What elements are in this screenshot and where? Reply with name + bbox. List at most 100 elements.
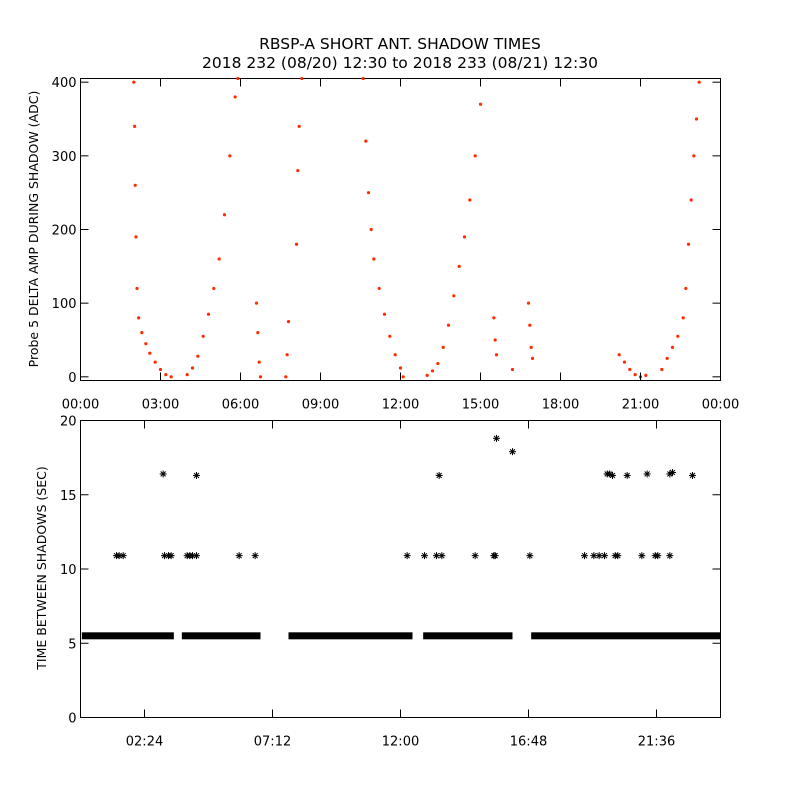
amp-points (132, 76, 701, 379)
amp-point (478, 102, 483, 106)
amp-point (217, 257, 221, 261)
amp-point (526, 301, 531, 305)
interval-point (189, 552, 196, 560)
amp-point (132, 80, 136, 84)
interval-panel: 02:24 07:12 12:00 16:48 21:36 0 5 10 15 20 TIME B… (34, 415, 721, 750)
amp-point (530, 356, 535, 361)
amp-point (364, 139, 368, 143)
amp-point (257, 360, 261, 364)
baseline-band (81, 632, 174, 640)
amp-point (686, 242, 691, 246)
amp-point (681, 316, 685, 320)
amp-point (676, 334, 680, 338)
amp-point (140, 331, 144, 335)
y-tick-label: 0 (68, 712, 76, 727)
amp-point (285, 353, 289, 357)
amp-point (393, 353, 397, 357)
x-tick-label: 07:12 (254, 735, 291, 750)
amp-point (528, 323, 532, 327)
amp-point (196, 354, 200, 358)
amp-point (206, 312, 211, 316)
interval-plot-frame (80, 420, 721, 718)
interval-point (159, 470, 167, 478)
interval-point (666, 552, 674, 560)
amp-ticks: 00:00 03:00 06:00 09:00 12:00 15:00 18:00 21:00… (52, 76, 740, 412)
amp-point (510, 367, 515, 372)
amp-point (617, 353, 621, 357)
baseline-band (423, 632, 513, 640)
amp-point (462, 235, 467, 239)
amp-point (684, 286, 688, 291)
interval-point (193, 552, 200, 560)
amp-point (144, 342, 148, 346)
y-tick-label: 20 (60, 415, 77, 430)
x-tick-label: 02:24 (126, 735, 163, 750)
amp-point (644, 373, 648, 377)
interval-point (421, 552, 428, 560)
amp-point (377, 286, 381, 291)
interval-point (526, 552, 534, 560)
amp-point (135, 286, 139, 291)
x-tick-label: 16:48 (510, 735, 547, 750)
interval-point (435, 471, 443, 479)
interval-point (251, 552, 259, 560)
amp-point (436, 361, 440, 366)
y-tick-label: 5 (68, 637, 76, 652)
amp-point (201, 334, 205, 338)
amp-point (284, 375, 288, 379)
interval-point (669, 468, 676, 476)
y-tick-label: 10 (60, 563, 77, 578)
amp-point (493, 338, 497, 342)
amp-point (256, 331, 260, 335)
y-tick-label: 400 (52, 76, 77, 91)
amp-point (190, 366, 195, 370)
x-tick-label: 15:00 (462, 398, 499, 413)
interval-point (509, 448, 516, 456)
amp-point (660, 367, 664, 372)
amp-point (158, 367, 163, 372)
x-tick-label: 03:00 (142, 398, 179, 413)
amp-point (228, 154, 232, 158)
amp-point (286, 319, 291, 324)
amp-point (153, 360, 157, 364)
amp-point (457, 264, 461, 268)
interval-point (433, 552, 440, 560)
interval-point (471, 552, 479, 560)
interval-point (167, 552, 175, 560)
amp-point (425, 373, 429, 377)
amp-point (133, 183, 137, 187)
y-tick-label: 0 (68, 371, 76, 386)
amp-point (164, 373, 168, 377)
amp-point (222, 213, 227, 217)
amp-point (452, 294, 456, 298)
x-tick-label: 09:00 (302, 398, 339, 413)
amp-point (401, 375, 405, 379)
x-tick-label: 21:00 (622, 398, 659, 413)
x-tick-label: 06:00 (222, 398, 259, 413)
interval-point (235, 552, 243, 560)
amp-point (628, 367, 632, 372)
baseline-band (531, 632, 721, 640)
y-tick-label: 200 (52, 224, 77, 239)
amp-point (665, 356, 669, 361)
amp-point (297, 124, 301, 128)
amp-point (468, 198, 472, 202)
amp-point (148, 351, 152, 355)
amp-point (185, 373, 189, 377)
amp-point (694, 117, 699, 121)
interval-point (638, 552, 646, 560)
interval-point (493, 434, 500, 442)
amp-y-axis-label: Probe 5 DELTA AMP DURING SHADOW (ADC) (26, 91, 41, 368)
amp-point (212, 286, 216, 291)
baseline-band (288, 632, 413, 640)
amp-point (137, 316, 141, 320)
amp-point (134, 235, 138, 239)
amp-point (361, 76, 365, 81)
amp-point (294, 242, 299, 246)
amp-point (670, 345, 675, 349)
interval-point (643, 470, 651, 478)
amp-point (430, 369, 435, 373)
x-tick-label: 12:00 (382, 398, 419, 413)
interval-point (623, 471, 631, 479)
interval-point (595, 552, 603, 560)
